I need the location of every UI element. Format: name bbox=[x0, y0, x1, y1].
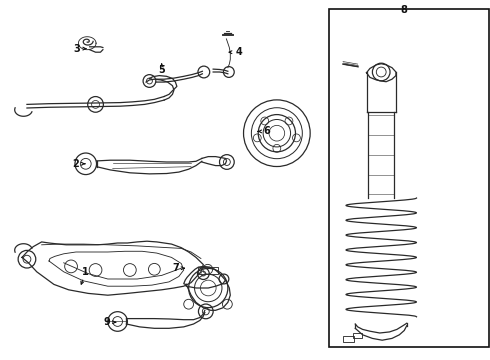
Text: 5: 5 bbox=[158, 65, 165, 75]
Text: 7: 7 bbox=[172, 263, 179, 273]
Text: 6: 6 bbox=[264, 126, 270, 136]
Bar bbox=[343, 336, 354, 342]
Text: 4: 4 bbox=[236, 47, 243, 57]
Bar bbox=[353, 333, 362, 338]
Text: 8: 8 bbox=[401, 5, 408, 15]
Text: 2: 2 bbox=[73, 159, 79, 169]
Text: 9: 9 bbox=[103, 317, 110, 327]
Text: 1: 1 bbox=[82, 267, 89, 277]
Text: 3: 3 bbox=[74, 44, 80, 54]
Bar bbox=[329, 9, 489, 347]
